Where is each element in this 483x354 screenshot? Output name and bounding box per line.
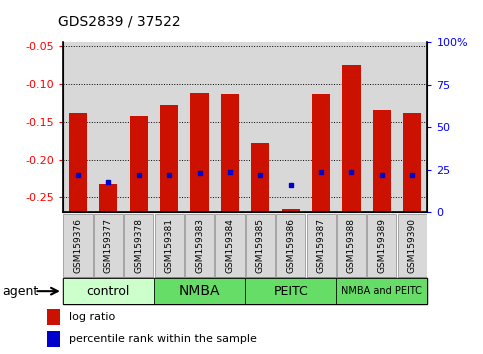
Text: GSM159378: GSM159378 <box>134 218 143 273</box>
Bar <box>99 184 117 212</box>
Bar <box>336 42 367 212</box>
Text: control: control <box>86 285 130 298</box>
Bar <box>69 113 87 212</box>
Text: GSM159390: GSM159390 <box>408 218 417 273</box>
FancyBboxPatch shape <box>63 214 93 276</box>
Text: percentile rank within the sample: percentile rank within the sample <box>69 334 257 344</box>
Bar <box>185 42 215 212</box>
Bar <box>63 278 154 304</box>
Text: GSM159389: GSM159389 <box>377 218 386 273</box>
Bar <box>275 42 306 212</box>
FancyBboxPatch shape <box>155 214 184 276</box>
FancyBboxPatch shape <box>124 214 153 276</box>
FancyBboxPatch shape <box>337 214 366 276</box>
Text: PEITC: PEITC <box>273 285 308 298</box>
Bar <box>373 110 391 212</box>
Bar <box>160 105 178 212</box>
FancyBboxPatch shape <box>215 214 244 276</box>
FancyBboxPatch shape <box>367 214 397 276</box>
Bar <box>397 42 427 212</box>
FancyBboxPatch shape <box>94 214 123 276</box>
FancyBboxPatch shape <box>398 214 427 276</box>
Text: agent: agent <box>2 285 39 298</box>
Bar <box>129 116 148 212</box>
Text: GSM159385: GSM159385 <box>256 218 265 273</box>
Text: NMBA and PEITC: NMBA and PEITC <box>341 286 422 296</box>
Bar <box>154 42 185 212</box>
Bar <box>336 278 427 304</box>
Bar <box>154 278 245 304</box>
Text: GSM159383: GSM159383 <box>195 218 204 273</box>
Bar <box>47 331 60 347</box>
Bar <box>190 93 209 212</box>
Text: GDS2839 / 37522: GDS2839 / 37522 <box>58 14 181 28</box>
Bar <box>124 42 154 212</box>
Bar <box>312 94 330 212</box>
Bar <box>342 65 361 212</box>
Bar <box>306 42 336 212</box>
Text: log ratio: log ratio <box>69 312 115 322</box>
Bar <box>215 42 245 212</box>
Bar <box>63 42 93 212</box>
Bar <box>221 94 239 212</box>
Bar <box>282 209 300 212</box>
Text: NMBA: NMBA <box>179 284 220 298</box>
Bar <box>93 42 124 212</box>
Bar <box>251 143 270 212</box>
Text: GSM159388: GSM159388 <box>347 218 356 273</box>
Bar <box>47 309 60 325</box>
Text: GSM159387: GSM159387 <box>316 218 326 273</box>
Text: GSM159376: GSM159376 <box>73 218 83 273</box>
Bar <box>367 42 397 212</box>
FancyBboxPatch shape <box>246 214 275 276</box>
Bar <box>245 42 275 212</box>
Text: GSM159384: GSM159384 <box>226 218 234 273</box>
Bar <box>403 113 421 212</box>
Text: GSM159381: GSM159381 <box>165 218 174 273</box>
Text: GSM159386: GSM159386 <box>286 218 295 273</box>
FancyBboxPatch shape <box>185 214 214 276</box>
Bar <box>245 278 336 304</box>
FancyBboxPatch shape <box>307 214 336 276</box>
Text: GSM159377: GSM159377 <box>104 218 113 273</box>
FancyBboxPatch shape <box>276 214 305 276</box>
